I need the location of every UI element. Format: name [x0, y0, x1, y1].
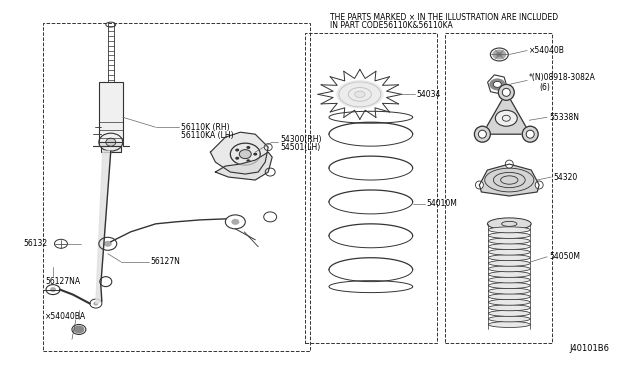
Text: J40101B6: J40101B6 — [569, 344, 609, 353]
Ellipse shape — [488, 299, 530, 305]
Ellipse shape — [50, 287, 56, 292]
Ellipse shape — [106, 138, 116, 146]
Bar — [43, 23, 310, 352]
Text: 55338N: 55338N — [549, 113, 579, 122]
Ellipse shape — [496, 52, 503, 57]
Text: 56132: 56132 — [23, 239, 47, 248]
Ellipse shape — [239, 150, 252, 158]
Ellipse shape — [355, 91, 365, 97]
Ellipse shape — [246, 146, 250, 149]
FancyBboxPatch shape — [101, 146, 121, 152]
Ellipse shape — [493, 81, 501, 87]
Text: 54050M: 54050M — [549, 252, 580, 261]
Ellipse shape — [488, 218, 531, 230]
Ellipse shape — [488, 316, 530, 322]
Ellipse shape — [495, 110, 517, 126]
Ellipse shape — [236, 157, 239, 160]
Text: 54010M: 54010M — [427, 199, 458, 208]
Ellipse shape — [488, 282, 530, 289]
Bar — [305, 33, 436, 343]
Ellipse shape — [488, 272, 530, 278]
Ellipse shape — [488, 249, 530, 255]
Ellipse shape — [231, 219, 239, 225]
Circle shape — [474, 126, 490, 142]
Ellipse shape — [488, 294, 530, 299]
Text: 56127N: 56127N — [150, 257, 180, 266]
Circle shape — [506, 160, 513, 168]
Text: 54320: 54320 — [553, 173, 577, 182]
Ellipse shape — [246, 159, 250, 162]
Text: 54034: 54034 — [417, 90, 441, 99]
Text: 54501(LH): 54501(LH) — [280, 142, 321, 152]
Ellipse shape — [236, 148, 239, 151]
Ellipse shape — [488, 266, 530, 272]
Ellipse shape — [488, 260, 530, 266]
Ellipse shape — [93, 302, 99, 305]
Ellipse shape — [492, 49, 506, 60]
Text: 56110K (RH): 56110K (RH) — [180, 123, 229, 132]
Text: IN PART CODE56110K&56110KA: IN PART CODE56110K&56110KA — [330, 21, 452, 30]
Circle shape — [502, 89, 510, 96]
Ellipse shape — [74, 326, 84, 333]
Ellipse shape — [488, 277, 530, 283]
Text: (6): (6) — [539, 83, 550, 92]
Polygon shape — [337, 81, 383, 108]
Text: 56110KA (LH): 56110KA (LH) — [180, 131, 233, 140]
FancyBboxPatch shape — [99, 82, 123, 142]
Ellipse shape — [488, 310, 530, 316]
Circle shape — [479, 130, 486, 138]
Ellipse shape — [253, 153, 257, 155]
Ellipse shape — [488, 227, 530, 233]
Ellipse shape — [488, 238, 530, 244]
Text: ×54040BA: ×54040BA — [45, 312, 86, 321]
Ellipse shape — [488, 321, 530, 327]
Polygon shape — [96, 151, 111, 304]
Circle shape — [522, 126, 538, 142]
Bar — [445, 33, 552, 343]
Text: *(N)08918-3082A: *(N)08918-3082A — [529, 73, 596, 82]
Polygon shape — [93, 142, 129, 146]
Ellipse shape — [488, 255, 530, 261]
Circle shape — [526, 130, 534, 138]
Polygon shape — [483, 92, 530, 134]
Ellipse shape — [488, 244, 530, 250]
Text: ×54040B: ×54040B — [529, 46, 565, 55]
Text: 56127NA: 56127NA — [45, 277, 80, 286]
Text: THE PARTS MARKED × IN THE ILLUSTRATION ARE INCLUDED: THE PARTS MARKED × IN THE ILLUSTRATION A… — [330, 13, 558, 22]
Ellipse shape — [488, 232, 530, 238]
Ellipse shape — [490, 78, 506, 90]
Text: 54300(RH): 54300(RH) — [280, 135, 322, 144]
Circle shape — [499, 84, 515, 100]
Ellipse shape — [104, 241, 112, 247]
Polygon shape — [216, 152, 272, 180]
Ellipse shape — [488, 305, 530, 311]
Ellipse shape — [488, 288, 530, 294]
Circle shape — [476, 181, 483, 189]
Polygon shape — [479, 164, 539, 196]
Circle shape — [535, 181, 543, 189]
Polygon shape — [211, 132, 268, 174]
